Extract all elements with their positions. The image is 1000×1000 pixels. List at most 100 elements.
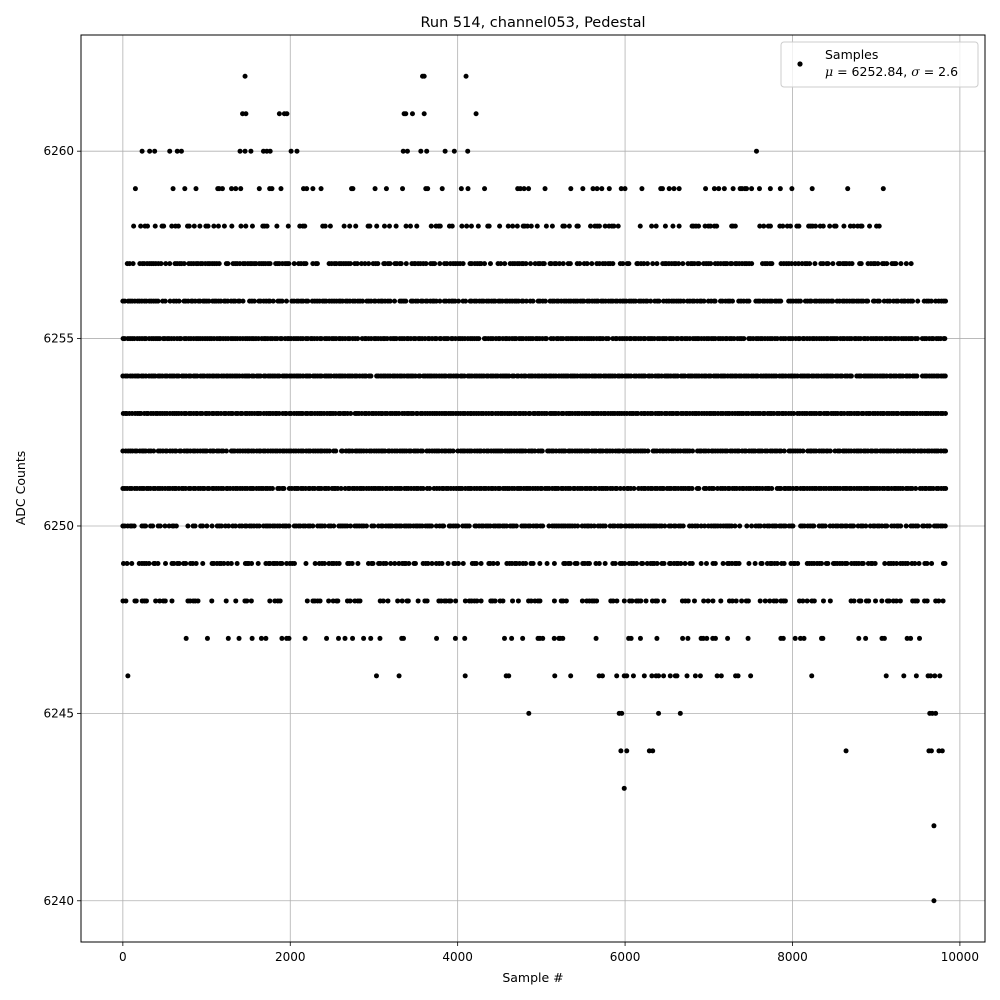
y-tick-label: 6245: [43, 706, 74, 720]
sample-point: [521, 186, 527, 192]
sample-point: [684, 673, 690, 679]
sample-point: [865, 298, 871, 304]
sample-point: [700, 635, 706, 641]
sample-point: [524, 223, 530, 229]
sample-point: [932, 673, 938, 679]
sample-point: [163, 261, 169, 267]
sample-point: [542, 186, 548, 192]
sample-point: [928, 748, 934, 754]
sample-point: [844, 560, 850, 566]
sample-point: [933, 710, 939, 716]
sample-point: [520, 635, 526, 641]
sample-point: [129, 560, 135, 566]
sample-point: [638, 598, 644, 604]
sample-point: [863, 635, 869, 641]
sample-point: [209, 523, 215, 529]
sample-point: [617, 486, 623, 491]
sample-point: [474, 598, 480, 604]
sample-point: [745, 598, 751, 604]
sample-point: [404, 148, 410, 154]
sample-point: [523, 298, 529, 304]
sample-point: [373, 673, 379, 679]
sample-point: [797, 298, 803, 304]
sample-point: [482, 261, 488, 267]
plot-frame: [80, 34, 986, 943]
sample-point: [367, 223, 373, 229]
sample-point: [830, 298, 836, 304]
sample-point: [452, 635, 458, 641]
sample-point: [460, 560, 466, 566]
x-axis-label: Sample #: [502, 970, 563, 985]
sample-point: [276, 373, 282, 379]
sample-point: [691, 598, 697, 604]
sample-point: [701, 598, 707, 604]
sample-point: [515, 598, 521, 604]
sample-point: [681, 298, 687, 304]
sample-point: [244, 598, 250, 604]
sample-point: [221, 223, 227, 229]
legend-mu-prefix: =: [833, 64, 851, 79]
sample-point: [943, 298, 949, 304]
sample-point: [656, 673, 662, 679]
sigma-symbol: σ: [911, 64, 920, 79]
y-axis-label: ADC Counts: [13, 451, 28, 526]
sample-point: [451, 148, 457, 154]
sample-point: [741, 336, 747, 342]
sample-point: [859, 223, 865, 229]
sample-point: [618, 748, 624, 754]
sample-point: [302, 223, 308, 229]
sample-point: [811, 523, 817, 529]
sample-point: [473, 111, 479, 117]
sample-point: [143, 523, 149, 529]
sample-point: [167, 148, 173, 154]
sample-point: [147, 148, 153, 154]
sample-point: [478, 261, 484, 267]
sample-point: [909, 486, 915, 491]
sample-point: [624, 673, 630, 679]
sample-point: [324, 635, 330, 641]
sample-point: [778, 486, 784, 491]
sample-point: [809, 186, 815, 192]
legend-separator: ,: [903, 64, 911, 79]
sample-point: [398, 261, 404, 267]
sample-point: [425, 186, 431, 192]
sample-point: [173, 448, 179, 454]
sample-point: [940, 598, 946, 604]
sample-point: [552, 673, 558, 679]
sample-point: [708, 261, 714, 267]
sample-point: [428, 223, 434, 229]
sample-point: [395, 598, 401, 604]
sample-point: [269, 186, 275, 192]
sample-point: [757, 598, 763, 604]
sample-point: [318, 336, 324, 342]
sample-point: [419, 448, 425, 454]
sample-point: [893, 598, 899, 604]
sample-point: [900, 486, 906, 491]
sample-point: [757, 223, 763, 229]
sample-point: [468, 223, 474, 229]
sample-point: [530, 298, 536, 304]
sample-point: [634, 560, 640, 566]
sample-point: [163, 560, 168, 566]
sample-point: [487, 261, 493, 267]
sample-point: [523, 261, 529, 267]
sample-point: [537, 598, 543, 604]
sample-point: [458, 186, 464, 192]
sample-point: [407, 223, 413, 229]
sample-point: [568, 673, 574, 679]
sample-point: [567, 261, 573, 267]
sample-point: [624, 748, 630, 754]
sample-point: [721, 186, 727, 192]
sample-point: [495, 560, 501, 566]
sample-point: [158, 261, 164, 267]
sample-point: [267, 298, 273, 304]
sample-point: [393, 223, 399, 229]
sample-point: [218, 523, 224, 529]
sample-point: [161, 223, 167, 229]
y-tick-label: 6250: [43, 519, 74, 533]
sample-point: [648, 298, 654, 304]
sample-point: [542, 298, 548, 304]
sample-point: [401, 635, 406, 641]
sample-point: [138, 223, 144, 229]
sample-point: [445, 336, 451, 342]
